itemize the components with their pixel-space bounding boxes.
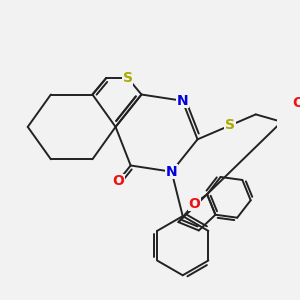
Text: O: O [112, 174, 124, 188]
Text: S: S [225, 118, 235, 133]
Text: N: N [166, 165, 177, 179]
Text: O: O [188, 196, 200, 211]
Text: S: S [123, 71, 133, 85]
Text: N: N [177, 94, 188, 108]
Text: O: O [292, 96, 300, 110]
